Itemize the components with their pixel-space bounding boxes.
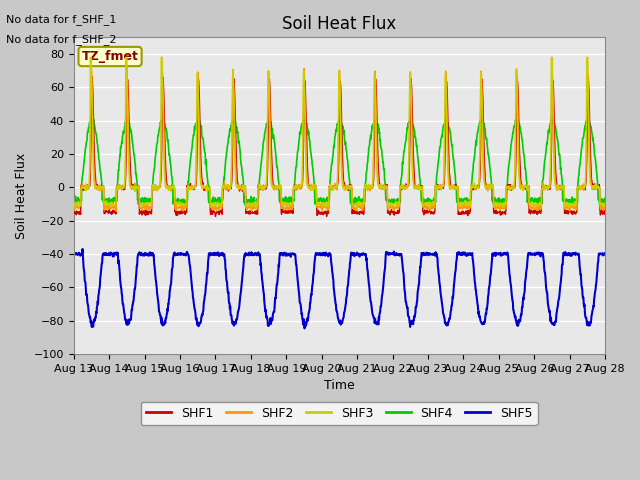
Text: No data for f_SHF_2: No data for f_SHF_2 [6,34,117,45]
Y-axis label: Soil Heat Flux: Soil Heat Flux [15,153,28,239]
Legend: SHF1, SHF2, SHF3, SHF4, SHF5: SHF1, SHF2, SHF3, SHF4, SHF5 [141,402,538,424]
Title: Soil Heat Flux: Soil Heat Flux [282,15,397,33]
X-axis label: Time: Time [324,379,355,392]
Text: TZ_fmet: TZ_fmet [82,50,138,63]
Text: No data for f_SHF_1: No data for f_SHF_1 [6,14,116,25]
